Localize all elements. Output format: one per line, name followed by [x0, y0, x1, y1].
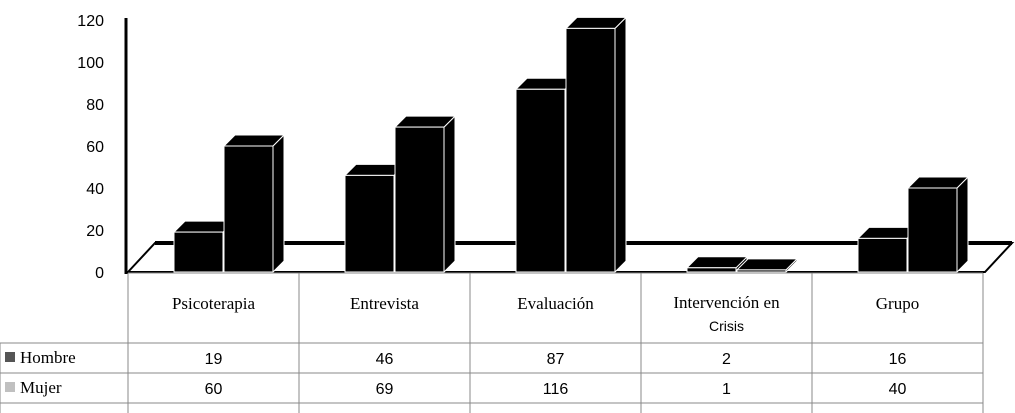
axis-layer: 0 20 40 60 80 100 120: [77, 13, 128, 282]
bar-top-face: [393, 115, 457, 128]
bar-front-face: [173, 231, 224, 273]
bar-top-face: [222, 134, 286, 147]
bar-top-face: [564, 16, 628, 29]
data-label: 1: [722, 381, 731, 398]
data-table: Psicoterapia Entrevista Evaluación Interven…: [0, 272, 984, 413]
bar-side-face: [272, 133, 285, 274]
bar-front-face: [515, 88, 566, 273]
y-tick-label: 60: [86, 139, 104, 156]
category-label: Intervención en: [673, 293, 780, 312]
data-label: 116: [543, 381, 569, 398]
bar-front-face: [857, 237, 908, 273]
bar-side-face: [443, 114, 456, 274]
data-label: 87: [547, 351, 565, 368]
y-tick-label: 40: [86, 181, 104, 198]
bar-top-face: [906, 176, 970, 189]
series-name: Hombre: [20, 348, 76, 367]
data-label: 19: [205, 351, 223, 368]
bar-front-face: [565, 27, 616, 273]
category-label: Crisis: [709, 318, 744, 334]
bar-mujer-0: [222, 133, 286, 274]
bar-mujer-3: [735, 257, 799, 274]
bar-top-face: [735, 258, 799, 271]
data-label: 46: [376, 351, 394, 368]
data-label: 16: [889, 351, 907, 368]
series-name: Mujer: [20, 378, 62, 397]
y-tick-label: 120: [77, 13, 104, 30]
bar-front-face: [736, 269, 787, 273]
category-label: Entrevista: [350, 294, 419, 313]
bar-front-face: [907, 187, 958, 273]
bar-front-face: [344, 174, 395, 273]
bar-front-face: [686, 267, 737, 273]
y-tick-label: 0: [95, 265, 104, 282]
y-tick-label: 80: [86, 97, 104, 114]
data-label: 2: [722, 351, 731, 368]
data-label: 69: [376, 381, 394, 398]
category-label: Evaluación: [517, 294, 594, 313]
data-label: 60: [205, 381, 223, 398]
bar-mujer-4: [906, 175, 970, 274]
bar-front-face: [223, 145, 274, 273]
data-label: 40: [889, 381, 907, 398]
bar-side-face: [956, 175, 969, 274]
bar-hombre-3: [685, 255, 749, 274]
legend-key-mujer: [5, 382, 15, 392]
y-tick-label: 100: [77, 55, 104, 72]
bar-top-face: [685, 256, 749, 269]
bar-front-face: [394, 126, 445, 273]
category-label: Psicoterapia: [172, 294, 256, 313]
y-tick-label: 20: [86, 223, 104, 240]
bar-mujer-1: [393, 114, 457, 274]
category-label: Grupo: [876, 294, 919, 313]
bar-side-face: [614, 16, 627, 274]
bar-mujer-2: [564, 16, 628, 274]
bars-layer: [172, 16, 970, 274]
legend-key-hombre: [5, 352, 15, 362]
